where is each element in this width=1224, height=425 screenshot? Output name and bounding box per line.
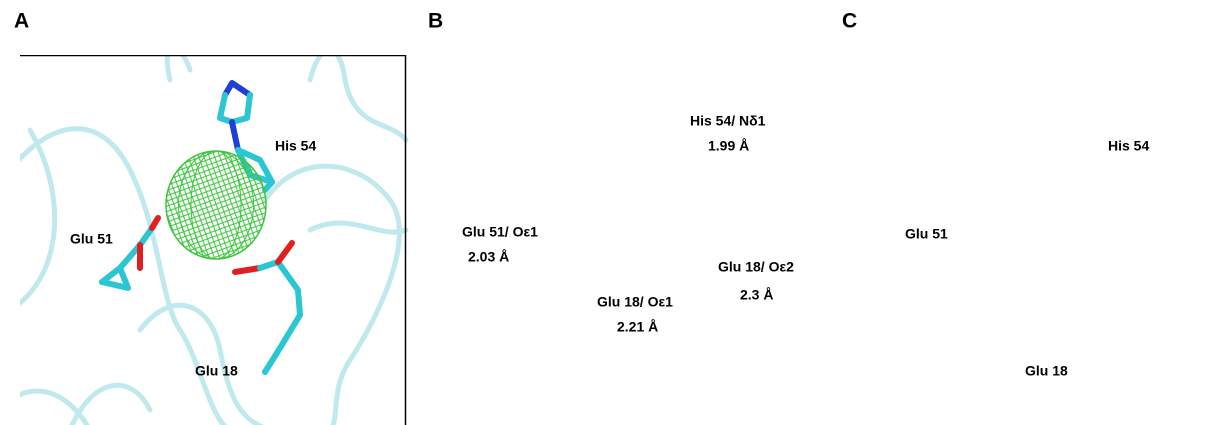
bond xyxy=(1066,150,1100,190)
metal-ion xyxy=(622,201,650,229)
bond xyxy=(1063,268,1088,272)
bond xyxy=(674,262,714,372)
ribbon xyxy=(10,130,55,310)
residue-label: Glu 51 xyxy=(70,231,113,247)
ribbon xyxy=(1138,223,1224,232)
bond xyxy=(1060,95,1078,122)
ribbon xyxy=(424,130,469,310)
residue-label: Glu 18/ Oε1 xyxy=(597,294,673,310)
panel-letter: A xyxy=(14,10,29,33)
contact-line xyxy=(571,218,622,230)
bond xyxy=(220,95,232,122)
bond xyxy=(278,243,292,262)
residue-label: Glu 18/ Oε2 xyxy=(718,259,794,275)
bond xyxy=(646,122,652,150)
bond xyxy=(980,218,986,228)
bond xyxy=(634,95,646,122)
ribbon xyxy=(995,49,1018,80)
residue-label: Glu 18 xyxy=(195,363,238,379)
figure: A His 54 Glu 51 Glu 18 B His 54/ Nδ1 1.99 Å Glu… xyxy=(0,0,1224,425)
bond xyxy=(516,268,542,288)
bond xyxy=(652,150,686,190)
bond xyxy=(649,268,674,272)
residue-label: Glu 51 xyxy=(905,226,948,242)
bond xyxy=(566,218,572,228)
bond xyxy=(1066,150,1100,182)
ribbon xyxy=(838,129,1058,425)
ribbon xyxy=(424,129,644,425)
bond xyxy=(1106,243,1120,262)
residue-label: Glu 18 xyxy=(1025,363,1068,379)
bond xyxy=(1048,95,1060,122)
bond xyxy=(225,83,250,95)
bond xyxy=(646,95,664,122)
ribbon xyxy=(581,49,604,80)
bond xyxy=(260,262,300,372)
residue-label: Glu 51/ Oε1 xyxy=(462,224,538,240)
contact-line xyxy=(636,229,652,272)
ribbon xyxy=(10,391,90,425)
mesh-contour xyxy=(1025,151,1075,259)
panel-letter: C xyxy=(842,10,857,33)
bond xyxy=(652,150,686,182)
ribbon xyxy=(310,50,406,140)
ribbon xyxy=(1138,50,1224,140)
bond xyxy=(232,95,250,122)
bond xyxy=(152,218,158,228)
bond xyxy=(692,243,706,262)
contact-line xyxy=(636,158,646,201)
bond xyxy=(1060,122,1066,150)
residue-label: His 54/ Nδ1 xyxy=(690,113,766,129)
contact-line xyxy=(650,218,712,240)
metal-ion xyxy=(1039,204,1061,226)
page: {"panels": [ {"letter": "A", "labels": [… xyxy=(0,0,1224,425)
ribbon xyxy=(898,385,978,425)
bond xyxy=(1088,262,1128,372)
ribbon xyxy=(310,223,406,232)
panel-letter: B xyxy=(428,10,443,33)
residue-label: His 54 xyxy=(1108,138,1149,154)
mesh-contour xyxy=(1013,151,1088,259)
residue-label: 2.3 Å xyxy=(740,287,773,303)
ribbon xyxy=(838,130,883,310)
ribbon xyxy=(838,391,918,425)
bond xyxy=(232,122,238,150)
density-mesh xyxy=(1000,151,1100,259)
ribbon xyxy=(484,385,564,425)
ribbon xyxy=(724,223,820,232)
residue-label: 2.03 Å xyxy=(468,249,509,265)
bond xyxy=(930,268,956,288)
residue-label: 1.99 Å xyxy=(708,138,749,154)
panel-frame xyxy=(425,56,820,425)
ribbon xyxy=(1093,166,1224,425)
density-mesh xyxy=(166,151,266,259)
residue-label: 2.21 Å xyxy=(617,319,658,335)
ribbon xyxy=(167,49,190,80)
bond xyxy=(1053,83,1078,95)
ribbon xyxy=(265,166,399,425)
ribbon xyxy=(424,391,504,425)
residue-label: His 54 xyxy=(275,138,316,154)
bond xyxy=(235,268,260,272)
bond xyxy=(639,83,664,95)
